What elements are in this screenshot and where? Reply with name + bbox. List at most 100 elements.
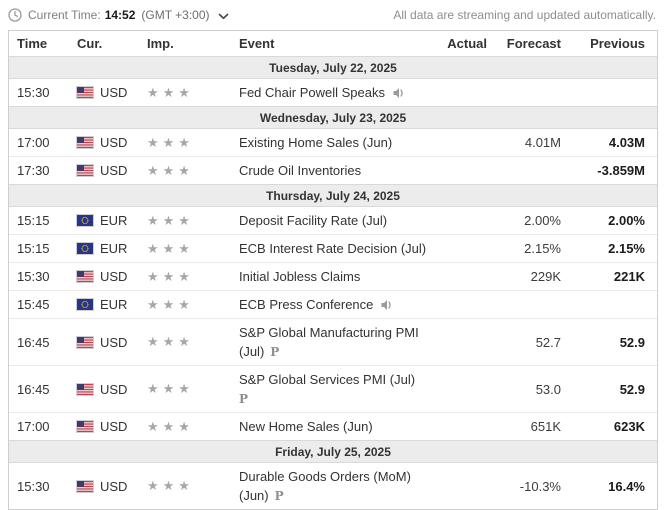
event-name[interactable]: New Home Sales (Jun) xyxy=(235,413,433,440)
importance-stars-icon: ★★★ xyxy=(147,478,194,493)
preliminary-icon: P xyxy=(270,344,280,359)
event-time: 15:30 xyxy=(17,269,50,284)
event-name[interactable]: ECB Press Conference xyxy=(235,291,433,318)
event-time: 15:30 xyxy=(17,85,50,100)
eu-flag-icon xyxy=(77,299,93,310)
event-name-text: Fed Chair Powell Speaks xyxy=(239,85,385,100)
event-name[interactable]: Durable Goods Orders (MoM) (Jun) P xyxy=(235,463,433,509)
event-currency: EUR xyxy=(73,213,143,228)
us-flag-icon xyxy=(77,336,93,348)
current-time-selector[interactable]: Current Time: 14:52 (GMT +3:00) xyxy=(8,8,229,22)
us-flag-icon xyxy=(77,383,93,395)
event-name-line: Existing Home Sales (Jun) xyxy=(239,133,427,152)
event-importance: ★★★ xyxy=(143,334,235,350)
currency-code: USD xyxy=(100,381,128,397)
current-time-value: 14:52 xyxy=(104,8,136,22)
eu-flag-icon xyxy=(77,243,93,254)
event-name-text: Deposit Facility Rate (Jul) xyxy=(239,213,388,228)
speaker-icon xyxy=(381,299,392,310)
chevron-down-icon[interactable] xyxy=(218,13,229,20)
currency-code: EUR xyxy=(100,213,128,228)
previous-value: -3.859M xyxy=(597,163,645,178)
us-flag-icon xyxy=(77,137,93,148)
event-name-line: ECB Interest Rate Decision (Jul) xyxy=(239,239,427,258)
us-flag-icon xyxy=(77,137,93,148)
timezone-label: (GMT +3:00) xyxy=(141,8,210,22)
event-name-text: Initial Jobless Claims xyxy=(239,269,361,284)
event-name[interactable]: S&P Global Services PMI (Jul) P xyxy=(235,366,433,412)
event-currency: USD xyxy=(73,269,143,284)
event-name-text: Crude Oil Inventories xyxy=(239,163,362,178)
event-currency: USD xyxy=(73,135,143,150)
event-row: 16:45 USD ★★★ S&P Global Services PMI (Jul… xyxy=(9,366,657,413)
event-currency: USD xyxy=(73,163,143,178)
day-header-row: Wednesday, July 23, 2025 xyxy=(9,106,657,129)
us-flag-icon xyxy=(77,165,93,176)
event-name[interactable]: Initial Jobless Claims xyxy=(235,263,433,290)
event-importance: ★★★ xyxy=(143,85,235,101)
event-name[interactable]: Deposit Facility Rate (Jul) xyxy=(235,207,433,234)
preliminary-icon: P xyxy=(239,391,249,406)
us-flag-icon xyxy=(77,87,93,98)
event-importance: ★★★ xyxy=(143,241,235,257)
streaming-note: All data are streaming and updated autom… xyxy=(393,8,656,22)
event-name-text: Durable Goods Orders (MoM) xyxy=(239,469,411,484)
event-name-line: P xyxy=(239,389,427,408)
table-body: Tuesday, July 22, 2025 15:30 USD ★★★ Fed Ch… xyxy=(9,56,657,509)
event-time: 17:00 xyxy=(17,419,50,434)
importance-stars-icon: ★★★ xyxy=(147,84,194,100)
col-header-forecast: Forecast xyxy=(506,36,561,51)
event-time: 17:00 xyxy=(17,135,50,150)
eu-flag-icon xyxy=(77,299,93,310)
event-name-text: S&P Global Manufacturing PMI xyxy=(239,325,419,340)
currency-code: USD xyxy=(100,334,128,350)
forecast-value: 229K xyxy=(530,269,561,284)
event-importance: ★★★ xyxy=(143,381,235,397)
currency-code: USD xyxy=(100,478,128,494)
event-name[interactable]: Existing Home Sales (Jun) xyxy=(235,129,433,156)
previous-value: 4.03M xyxy=(608,135,645,150)
event-name[interactable]: Fed Chair Powell Speaks xyxy=(235,79,433,106)
col-header-event: Event xyxy=(239,36,275,51)
event-row: 15:30 USD ★★★ Durable Goods Orders (MoM) (J… xyxy=(9,463,657,509)
topbar: Current Time: 14:52 (GMT +3:00) All data… xyxy=(0,0,666,30)
currency-code: USD xyxy=(100,85,128,100)
event-time: 15:30 xyxy=(17,478,50,494)
importance-stars-icon: ★★★ xyxy=(147,418,194,434)
event-name-line: S&P Global Services PMI (Jul) xyxy=(239,370,427,389)
event-importance: ★★★ xyxy=(143,297,235,313)
event-name-line: Durable Goods Orders (MoM) xyxy=(239,467,427,486)
event-name-line: Deposit Facility Rate (Jul) xyxy=(239,211,427,230)
us-flag-icon xyxy=(77,165,93,176)
event-name-text: Existing Home Sales (Jun) xyxy=(239,135,393,150)
previous-value: 16.4% xyxy=(608,478,645,494)
event-name[interactable]: Crude Oil Inventories xyxy=(235,157,433,184)
forecast-value: 2.15% xyxy=(524,241,561,256)
col-header-previous: Previous xyxy=(590,36,645,51)
event-name-line: New Home Sales (Jun) xyxy=(239,417,427,436)
previous-value: 2.15% xyxy=(608,241,645,256)
currency-code: EUR xyxy=(100,297,128,312)
forecast-value: 4.01M xyxy=(524,135,561,150)
event-row: 15:15 EUR ★★★ ECB Interest Rate Decision (… xyxy=(9,235,657,263)
event-name[interactable]: S&P Global Manufacturing PMI (Jul) P xyxy=(235,319,433,365)
col-header-currency: Cur. xyxy=(77,36,103,51)
day-header-row: Thursday, July 24, 2025 xyxy=(9,184,657,207)
currency-code: USD xyxy=(100,163,128,178)
importance-stars-icon: ★★★ xyxy=(147,381,194,396)
event-time: 16:45 xyxy=(17,381,50,397)
event-name-line: Crude Oil Inventories xyxy=(239,161,427,180)
event-currency: EUR xyxy=(73,297,143,312)
currency-code: USD xyxy=(100,135,128,150)
event-name-line: ECB Press Conference xyxy=(239,295,427,314)
event-name[interactable]: ECB Interest Rate Decision (Jul) xyxy=(235,235,433,262)
speaker-icon xyxy=(393,87,403,98)
event-name-line: S&P Global Manufacturing PMI xyxy=(239,323,427,342)
event-row: 17:30 USD ★★★ Crude Oil Inventories -3.859M xyxy=(9,157,657,185)
event-row: 15:30 USD ★★★ Initial Jobless Claims 229K 22… xyxy=(9,263,657,291)
event-row: 17:00 USD ★★★ New Home Sales (Jun) 651K 623K xyxy=(9,413,657,441)
event-currency: USD xyxy=(73,419,143,434)
event-currency: EUR xyxy=(73,241,143,256)
us-flag-icon xyxy=(77,383,93,395)
us-flag-icon xyxy=(77,480,93,492)
